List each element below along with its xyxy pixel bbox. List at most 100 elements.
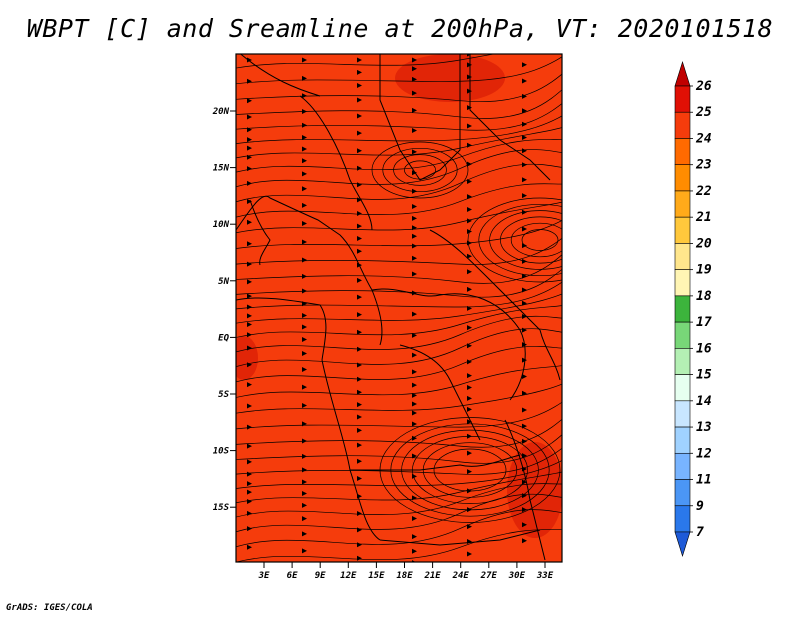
streamline-arrow	[467, 123, 472, 129]
streamline-arrow	[247, 137, 252, 143]
colorbar-bottom-arrow	[674, 531, 691, 558]
streamline-arrow	[467, 524, 472, 530]
lon-tick-label: 9E	[315, 571, 326, 581]
streamline	[236, 268, 562, 298]
streamline-arrow	[522, 407, 527, 413]
colorbar-label: 12	[696, 446, 712, 461]
streamline-arrow	[302, 122, 307, 128]
streamline	[236, 471, 562, 504]
streamline-arrow	[467, 207, 472, 213]
streamline-arrow	[357, 555, 362, 561]
streamline-arrow	[357, 542, 362, 548]
streamline-arrow	[357, 402, 362, 408]
streamline-arrow	[357, 57, 362, 63]
streamline-arrow	[247, 219, 252, 225]
streamline-arrow	[357, 442, 362, 448]
streamline-arrow	[467, 419, 472, 425]
streamline-arrow	[357, 458, 362, 464]
streamline	[236, 163, 562, 203]
streamline	[236, 127, 562, 159]
streamline-arrow	[302, 158, 307, 164]
lat-tick-label: 10S	[213, 447, 230, 457]
streamline-arrow	[302, 421, 307, 427]
streamline-arrow	[247, 313, 252, 319]
streamline-gyre	[510, 222, 562, 258]
streamline	[236, 220, 562, 249]
streamline	[236, 139, 562, 173]
colorbar-swatch	[674, 164, 691, 192]
streamline-arrow	[247, 304, 252, 310]
streamline	[236, 183, 562, 218]
streamline-arrow	[412, 453, 417, 459]
streamline-arrow	[302, 366, 307, 372]
streamline-arrow	[412, 332, 417, 338]
lon-tick-label: 18E	[396, 571, 413, 581]
streamline-arrow	[302, 75, 307, 81]
colorbar-label: 21	[695, 210, 712, 225]
streamline-arrow	[412, 215, 417, 221]
streamline-arrow	[412, 225, 417, 231]
streamline	[236, 56, 562, 85]
streamline-arrow	[302, 324, 307, 330]
streamline-arrow	[357, 414, 362, 420]
streamline-arrow	[302, 479, 307, 485]
streamline-arrow	[467, 450, 472, 456]
streamline-gyre	[371, 141, 469, 199]
streamline-arrow	[412, 233, 417, 239]
streamline-arrow	[357, 511, 362, 517]
lon-tick-label: 33E	[536, 571, 554, 581]
streamline-arrow	[247, 293, 252, 299]
streamline-arrow	[467, 286, 472, 292]
streamline-arrow	[247, 471, 252, 477]
streamline-arrow	[412, 290, 417, 296]
lon-tick-label: 21E	[423, 571, 441, 581]
streamline-arrow	[247, 78, 252, 84]
streamline-arrow	[357, 165, 362, 171]
streamline	[236, 434, 562, 464]
streamline-arrow	[357, 475, 362, 481]
colorbar: 26 25 24 23 22 21 20 19 18 17 16 15 14 13 12 11 9 7	[674, 60, 712, 558]
streamline	[236, 315, 562, 353]
streamline-arrow	[247, 332, 252, 338]
streamline	[236, 201, 562, 234]
streamline-arrow	[412, 369, 417, 375]
streamline-arrow	[467, 305, 472, 311]
streamline-gyre	[478, 203, 562, 277]
lat-tick-label: 10N	[213, 220, 230, 230]
streamline-arrow	[247, 241, 252, 247]
colorbar-top-arrow	[674, 60, 691, 87]
streamline-arrow	[522, 390, 527, 396]
streamline-arrow	[412, 392, 417, 398]
streamline-arrow	[357, 130, 362, 136]
streamline-arrow	[302, 57, 307, 63]
colorbar-label: 7	[696, 525, 704, 540]
streamline-arrow	[522, 62, 527, 68]
streamline-arrow	[357, 346, 362, 352]
colorbar-label: 9	[696, 499, 704, 514]
colorbar-swatch	[674, 85, 691, 113]
map-frame	[235, 53, 563, 563]
map-title: WBPT [C] and Sreamline at 200hPa, VT: 20…	[26, 14, 774, 43]
streamline-gyre	[489, 210, 562, 270]
colorbar-swatch	[674, 190, 691, 218]
streamline	[236, 383, 562, 414]
colorbar-swatch	[674, 243, 691, 270]
streamline-arrow	[467, 178, 472, 184]
lon-tick-label: 30E	[508, 571, 526, 581]
colorbar-label: 17	[696, 315, 712, 330]
warm-patch-west	[236, 336, 258, 380]
streamline-arrow	[522, 538, 527, 544]
streamline-arrow	[412, 57, 417, 63]
streamline-arrow	[302, 548, 307, 554]
streamline	[236, 54, 496, 69]
warm-patch-southeast	[507, 442, 562, 538]
streamline-gyre	[521, 229, 559, 251]
streamline-arrow	[522, 46, 527, 51]
colorbar-swatch	[674, 374, 691, 402]
streamline-arrow	[522, 78, 527, 84]
streamline-arrow	[247, 279, 252, 285]
streamline	[236, 493, 562, 533]
streamline-arrow	[522, 438, 527, 444]
streamline	[236, 460, 562, 489]
streamline-gyre	[500, 216, 562, 264]
